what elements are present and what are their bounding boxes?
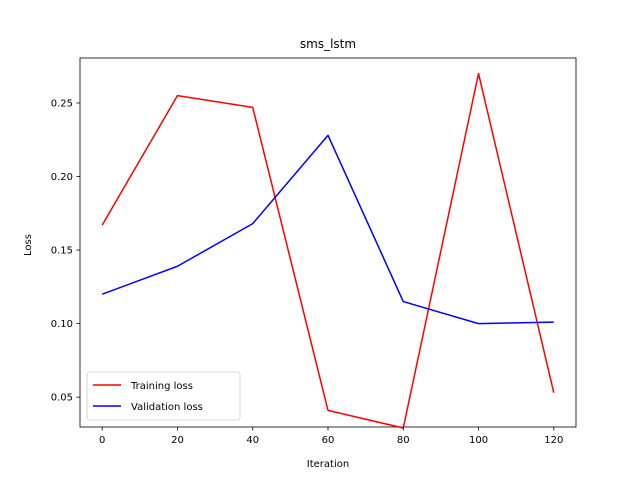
- series-line-validation-loss: [101, 134, 554, 325]
- legend-label-training-loss: Training loss: [130, 381, 193, 392]
- series-layer: [101, 72, 555, 429]
- x-tick-label: 120: [544, 435, 563, 446]
- y-tick-label: 0.25: [51, 99, 73, 110]
- x-axis-label: Iteration: [307, 459, 349, 470]
- x-tick-label: 0: [99, 435, 105, 446]
- chart-title: sms_lstm: [300, 37, 356, 51]
- y-axis-ticks: 0.05 0.10 0.15 0.20 0.25: [51, 99, 80, 404]
- y-tick-label: 0.10: [51, 319, 73, 330]
- y-axis-label: Loss: [23, 234, 34, 256]
- y-tick-label: 0.20: [51, 172, 73, 183]
- y-tick-label: 0.05: [51, 393, 73, 404]
- legend: Training loss Validation loss: [86, 371, 241, 421]
- x-axis-ticks: 0 20 40 60 80 100 120: [99, 427, 563, 446]
- series-line-training-loss: [101, 72, 555, 429]
- x-tick-label: 40: [246, 435, 259, 446]
- x-tick-label: 80: [397, 435, 410, 446]
- legend-label-validation-loss: Validation loss: [131, 402, 203, 413]
- x-tick-label: 20: [171, 435, 184, 446]
- legend-box: [86, 371, 241, 421]
- x-tick-label: 100: [469, 435, 488, 446]
- y-tick-label: 0.15: [51, 246, 73, 257]
- x-tick-label: 60: [322, 435, 335, 446]
